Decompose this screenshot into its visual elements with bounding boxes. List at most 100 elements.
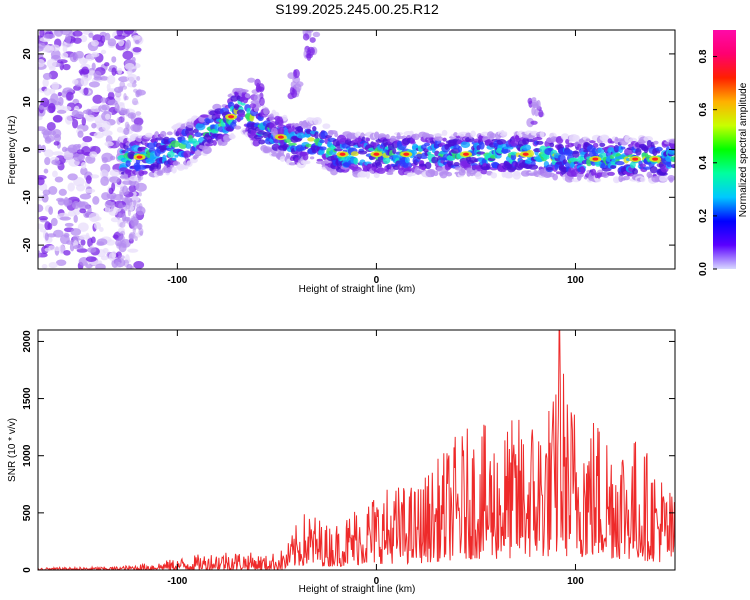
noise-blob <box>137 123 142 131</box>
noise-blob <box>121 115 126 123</box>
ridge-blob <box>205 143 214 147</box>
ridge-blob <box>296 132 306 139</box>
noise-blob <box>80 239 86 246</box>
noise-blob <box>76 149 85 155</box>
colorbar-label: Normalized spectral amplitude <box>738 82 749 217</box>
noise-blob <box>56 197 65 202</box>
ridge-blob <box>640 176 646 183</box>
noise-blob <box>43 88 52 96</box>
noise-blob <box>118 76 129 83</box>
noise-blob <box>134 39 140 45</box>
ridge-blob <box>453 162 460 167</box>
colorbar-tick-label: 0.2 <box>698 209 709 223</box>
noise-blob <box>54 176 64 183</box>
ridge-blob <box>460 141 471 149</box>
noise-blob <box>93 221 102 230</box>
noise-blob <box>83 87 89 96</box>
ridge-blob <box>622 175 630 181</box>
x-tick-label: 100 <box>567 576 584 587</box>
x-tick-label: -100 <box>167 275 187 286</box>
ridge-blob <box>141 146 146 151</box>
noise-blob <box>62 106 72 112</box>
ridge-blob <box>599 142 606 147</box>
noise-blob <box>123 92 127 101</box>
ridge-blob <box>385 133 390 140</box>
noise-blob <box>118 212 123 218</box>
noise-blob <box>93 131 104 139</box>
colorbar-tick-label: 0.4 <box>698 155 709 169</box>
noise-blob <box>44 149 54 158</box>
snr-xlabel: Height of straight line (km) <box>299 584 416 595</box>
ridge-blob <box>287 142 297 146</box>
noise-blob <box>100 176 110 187</box>
ridge-blob <box>666 161 672 168</box>
noise-blob <box>62 45 68 53</box>
noise-blob <box>43 168 49 174</box>
noise-blob <box>73 214 78 223</box>
ridge-blob <box>204 117 215 124</box>
noise-blob <box>63 150 74 161</box>
ridge-blob <box>302 153 309 161</box>
ridge-blob <box>522 144 532 151</box>
noise-blob <box>57 92 62 97</box>
noise-blob <box>54 30 64 37</box>
noise-blob <box>106 88 117 93</box>
noise-blob <box>82 109 93 115</box>
noise-blob <box>107 99 118 106</box>
noise-blob <box>56 109 67 114</box>
noise-blob <box>105 113 111 120</box>
noise-blob <box>109 169 121 177</box>
noise-blob <box>42 129 50 140</box>
noise-blob <box>127 209 131 217</box>
noise-blob <box>47 222 53 230</box>
ridge-blob <box>119 154 125 159</box>
hotspot-blob <box>403 152 410 156</box>
noise-blob <box>51 159 61 166</box>
noise-blob <box>138 191 142 197</box>
noise-blob <box>70 228 82 236</box>
ridge-blob <box>528 164 539 170</box>
ridge-blob <box>330 168 338 176</box>
ridge-blob <box>141 170 148 175</box>
ridge-blob <box>276 116 284 125</box>
noise-blob <box>77 222 89 232</box>
noise-blob <box>108 207 119 216</box>
noise-blob <box>57 59 68 64</box>
hotspot-blob <box>228 115 235 119</box>
ridge-blob <box>539 131 545 138</box>
ridge-blob <box>276 128 284 136</box>
ridge-blob <box>560 133 570 141</box>
ridge-blob <box>144 132 154 138</box>
noise-blob <box>38 144 43 154</box>
ridge-blob <box>671 157 675 161</box>
noise-blob <box>117 67 123 75</box>
noise-blob <box>72 201 80 210</box>
ridge-blob <box>668 138 675 144</box>
ridge-blob <box>154 131 160 139</box>
noise-blob <box>38 59 45 68</box>
noise-blob <box>46 58 57 69</box>
ridge-blob <box>322 123 331 129</box>
noise-blob <box>40 97 50 108</box>
noise-blob <box>52 151 64 156</box>
noise-blob <box>48 245 56 251</box>
noise-blob <box>118 202 123 210</box>
ridge-blob <box>258 139 266 145</box>
ridge-blob <box>365 171 370 179</box>
ridge-blob <box>190 150 196 155</box>
noise-blob <box>102 247 109 254</box>
noise-blob <box>81 117 87 126</box>
noise-blob <box>106 74 116 85</box>
noise-blob <box>116 126 124 133</box>
x-tick-label: 0 <box>374 275 380 286</box>
noise-blob <box>38 250 41 259</box>
noise-blob <box>108 187 114 195</box>
ridge-blob <box>246 107 251 115</box>
noise-blob <box>134 236 138 241</box>
ridge-blob <box>573 161 579 165</box>
figure-title: S199.2025.245.00.25.R12 <box>275 1 439 17</box>
ridge-blob <box>306 49 312 56</box>
ridge-blob <box>639 163 646 168</box>
hotspot-blob <box>592 157 599 161</box>
